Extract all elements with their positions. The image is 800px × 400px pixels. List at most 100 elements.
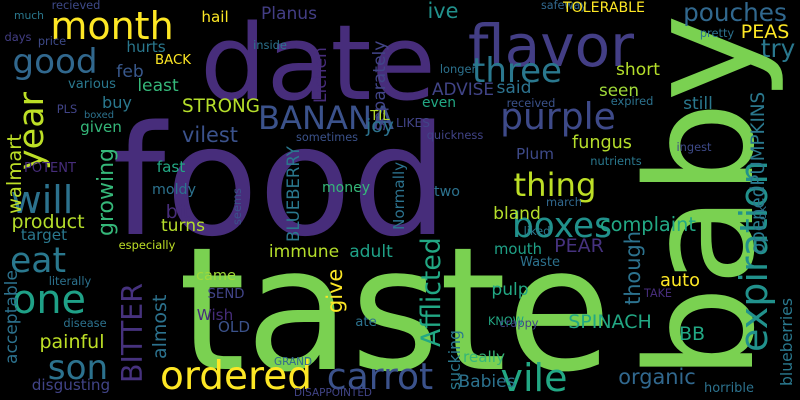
word-ive: ive — [427, 0, 459, 23]
word-take: TAKE — [644, 287, 672, 301]
word-given: given — [80, 118, 122, 137]
word-various: various — [68, 77, 116, 93]
word-seen: seen — [599, 79, 639, 100]
word-potent: POTENT — [24, 161, 76, 177]
word-adult: adult — [349, 242, 393, 263]
word-vilest: vilest — [182, 122, 238, 147]
word-really: really — [463, 348, 505, 367]
word-thing: thing — [513, 165, 597, 204]
word-auto: auto — [660, 271, 700, 292]
word-plum: Plum — [516, 145, 554, 164]
word-walmart: walmart — [3, 134, 27, 214]
word-said: said — [496, 78, 532, 99]
word-flavor: flavor — [468, 11, 634, 80]
word-month: month — [50, 4, 174, 48]
word-strong: STRONG — [182, 95, 260, 117]
word-date: date — [200, 1, 436, 124]
word-know: KNOW — [488, 314, 524, 329]
word-march: march — [546, 195, 582, 210]
word-son: son — [47, 347, 109, 388]
word-likes: LIKES — [396, 115, 430, 130]
word-safeway: safeway — [540, 0, 587, 13]
word-ingest: ingest — [676, 140, 712, 155]
word-blueberry: BLUEBERRY — [283, 146, 303, 242]
word-came: came — [196, 267, 236, 284]
word-pear: PEAR — [554, 234, 604, 257]
word-much: much — [13, 8, 44, 22]
word-pouches: pouches — [683, 0, 787, 27]
word-ok: ok — [755, 206, 770, 220]
word-horrible: horrible — [704, 380, 754, 396]
word-eat: eat — [9, 240, 67, 281]
word-good: good — [12, 41, 98, 82]
word-taste: taste — [178, 210, 612, 400]
word-spinach: SPINACH — [568, 310, 652, 333]
word-especially: especially — [118, 238, 176, 253]
word-advise: ADVISE — [432, 78, 494, 99]
word-pulp: pulp — [491, 280, 529, 301]
word-disappointed: DISAPPOINTED — [293, 386, 372, 399]
word-painful: painful — [39, 330, 105, 353]
word-lichen: Lichen — [311, 47, 332, 103]
word-grand: GRAND — [273, 355, 312, 368]
word-price: price — [37, 34, 67, 49]
word-literally: literally — [48, 274, 92, 289]
word-feb: feb — [116, 62, 144, 83]
word-even: even — [421, 95, 456, 112]
word-crappy: crappy — [499, 316, 539, 331]
word-wish: Wish — [196, 306, 234, 325]
word-give: give — [322, 268, 347, 314]
word-purple: purple — [500, 95, 616, 138]
word-liked: liked — [523, 224, 551, 239]
word-disgusting: disgusting — [31, 376, 111, 395]
word-longer: longer — [439, 62, 477, 77]
word-bit: bit — [165, 200, 191, 223]
word-send: SEND — [207, 287, 245, 303]
word-target: target — [20, 226, 68, 245]
word-boxed: boxed — [84, 110, 114, 122]
word-bitter: BITTER — [115, 282, 149, 384]
word-three: three — [472, 50, 562, 91]
word-sometimes: sometimes — [296, 131, 358, 145]
word-back: BACK — [155, 53, 191, 69]
word-openedpumpkins: openedPUMPKINS — [747, 91, 769, 255]
word-though: though — [620, 231, 645, 305]
word-acceptable: acceptable — [2, 270, 23, 364]
word-afflicted: Afflicted — [415, 237, 447, 347]
word-nutrients: nutrients — [590, 154, 642, 169]
word-two: two — [434, 183, 460, 200]
word-joy: joy — [366, 114, 394, 137]
word-fungus: fungus — [572, 133, 632, 154]
word-pls: PLS — [56, 102, 78, 117]
word-days: days — [4, 30, 32, 45]
word-immune: immune — [268, 242, 340, 263]
word-try: try — [760, 33, 796, 63]
word-food: food — [112, 93, 448, 270]
word-money: money — [322, 179, 370, 196]
word-still: still — [683, 94, 713, 115]
word-waste: Waste — [520, 255, 560, 271]
word-bb: BB — [678, 322, 706, 345]
word-banana: BANANA — [258, 98, 394, 137]
word-buy: buy — [102, 92, 132, 112]
word-moldy: moldy — [152, 181, 196, 198]
word-pretty: pretty — [699, 26, 735, 41]
word-recieved: recieved — [51, 0, 101, 13]
word-tolerable: TOLERABLE — [563, 0, 645, 16]
word-least: least — [137, 76, 179, 97]
word-disease: disease — [63, 316, 107, 331]
word-mouth: mouth — [494, 240, 542, 258]
word-expired: expired — [610, 94, 654, 109]
word-babies: Babies — [458, 372, 516, 393]
word-carrot: carrot — [326, 355, 434, 398]
word-short: short — [616, 60, 660, 81]
word-ate: ate — [355, 315, 377, 331]
word-inside: inside — [253, 38, 287, 53]
word-til: TIL — [370, 109, 390, 125]
word-planus: Planus — [260, 4, 318, 25]
word-one: one — [12, 277, 86, 324]
word-turns: turns — [160, 216, 205, 237]
word-boxes: boxes — [512, 205, 612, 246]
word-normally: Normally — [390, 161, 409, 231]
word-hurts: hurts — [126, 38, 166, 57]
